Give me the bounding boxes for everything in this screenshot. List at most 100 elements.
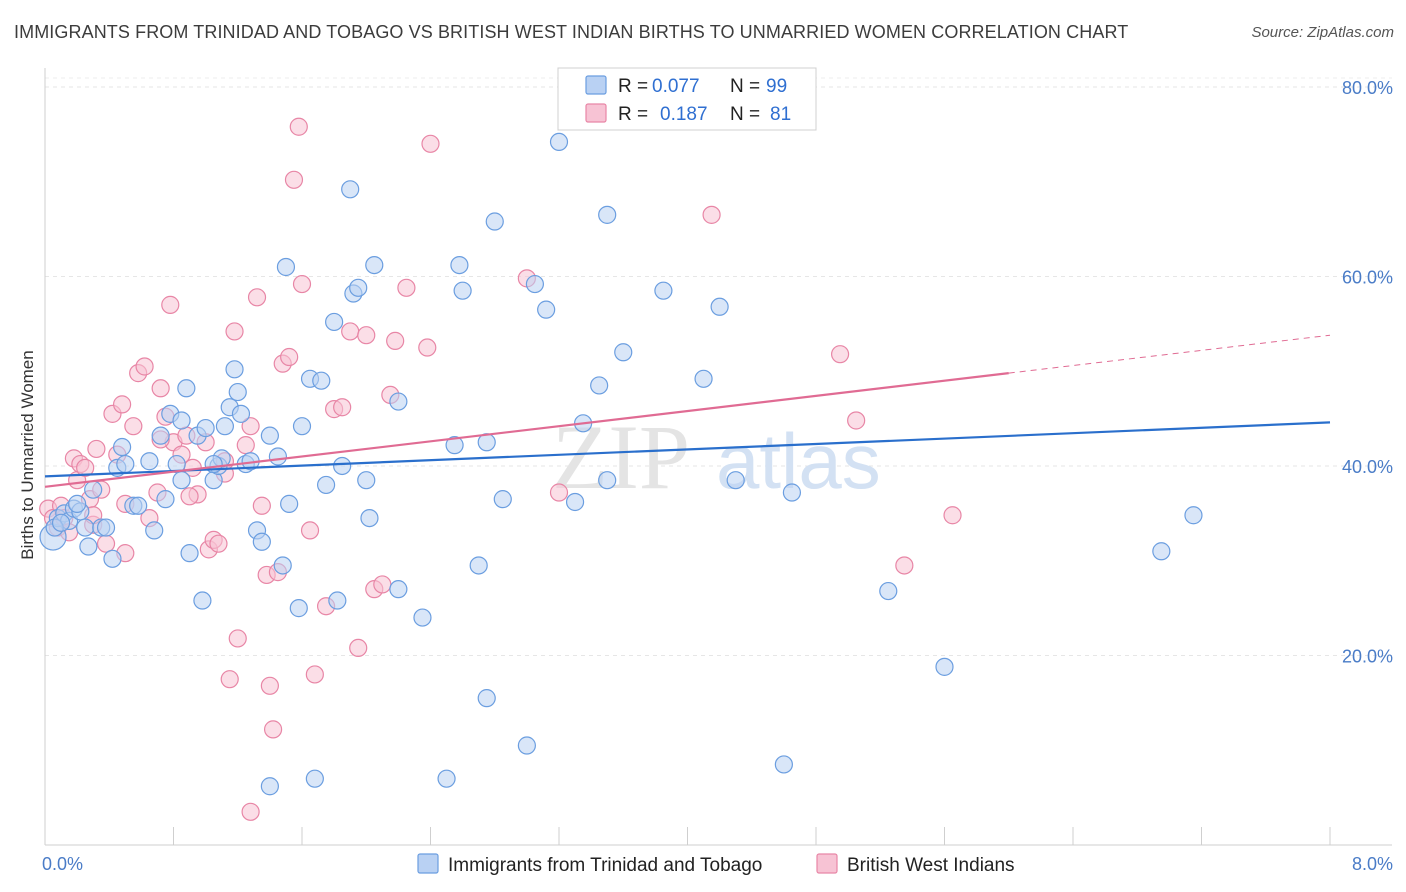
blue-point — [437, 769, 456, 788]
blue-point — [172, 411, 191, 430]
blue-point — [565, 492, 585, 512]
pink-point — [357, 326, 376, 345]
blue-point — [325, 312, 344, 332]
legend-r-value-1: 0.077 — [652, 76, 700, 97]
blue-point — [112, 437, 132, 457]
trend-line-bwi-extension — [1008, 334, 1331, 374]
top-legend: R = 0.077 N = 99 R = 0.187 N = 81 — [557, 67, 817, 131]
legend-swatch-pink — [585, 103, 607, 123]
pink-point — [260, 676, 279, 695]
bottom-legend-swatch-blue — [417, 853, 439, 874]
blue-point — [879, 581, 898, 601]
pink-point — [135, 357, 154, 376]
legend-n-value-2: 81 — [770, 104, 791, 125]
blue-point — [145, 521, 164, 540]
y-axis-label: Births to Unmarried Women — [18, 350, 37, 559]
blue-point — [328, 591, 347, 610]
blue-point — [525, 274, 545, 294]
pink-point — [225, 322, 244, 341]
pink-point — [263, 720, 283, 739]
bottom-legend: Immigrants from Trinidad and Tobago Brit… — [417, 853, 1015, 876]
trend-lines — [44, 334, 1331, 488]
blue-point — [84, 480, 103, 499]
pink-point — [341, 322, 360, 341]
pink-point — [220, 670, 239, 689]
y-tick-labels: 20.0% 40.0% 60.0% 80.0% — [1342, 78, 1393, 667]
blue-point — [341, 180, 360, 199]
x-tick-labels: 0.0% 8.0% — [42, 854, 1393, 874]
blue-point — [273, 556, 292, 575]
blue-point — [305, 769, 324, 788]
blue-point — [260, 777, 279, 796]
blue-point — [450, 255, 469, 275]
blue-point — [654, 281, 673, 300]
pink-point — [87, 439, 106, 459]
blue-point — [445, 436, 464, 455]
pink-point — [124, 417, 143, 436]
blue-point — [357, 471, 376, 490]
blue-point — [598, 205, 617, 224]
pink-point — [943, 506, 962, 525]
blue-point — [453, 281, 472, 300]
blue-point — [116, 454, 135, 474]
pink-point — [151, 379, 170, 398]
pink-point — [284, 170, 304, 189]
pink-point — [895, 556, 914, 575]
blue-point — [614, 343, 633, 362]
blue-point — [193, 591, 212, 610]
pink-point — [386, 331, 405, 350]
pink-point — [300, 521, 320, 540]
blue-point — [469, 556, 488, 575]
blue-point — [316, 475, 336, 495]
blue-point — [389, 392, 408, 411]
chart-title: IMMIGRANTS FROM TRINIDAD AND TOBAGO VS B… — [14, 22, 1129, 42]
blue-point — [103, 549, 122, 568]
pink-point — [418, 338, 437, 357]
pink-point — [241, 802, 260, 821]
blue-point — [477, 689, 496, 708]
pink-point — [702, 205, 721, 224]
legend-n-label-2: N = — [730, 104, 760, 125]
source-label: Source: ZipAtlas.com — [1251, 24, 1394, 41]
blue-point — [782, 483, 802, 502]
pink-point — [241, 417, 260, 436]
legend-r-label-1: R = — [618, 76, 648, 97]
blue-point — [260, 426, 279, 445]
legend-n-label-1: N = — [730, 76, 760, 97]
blue-point — [196, 418, 215, 438]
pink-point — [305, 665, 324, 684]
blue-point — [493, 490, 512, 509]
pink-point — [209, 534, 228, 553]
pink-point — [280, 347, 299, 367]
blue-point — [413, 608, 432, 627]
blue-point — [312, 371, 331, 390]
blue-point — [280, 494, 299, 513]
pink-point — [247, 288, 267, 307]
blue-point — [228, 382, 247, 402]
blue-point — [389, 580, 408, 599]
pink-point — [161, 295, 180, 314]
blue-point — [517, 736, 536, 755]
pink-point — [292, 274, 312, 294]
blue-point — [590, 376, 609, 395]
pink-point — [397, 278, 416, 297]
y-tick-label-80: 80.0% — [1342, 78, 1393, 98]
blue-point — [935, 657, 954, 676]
blue-point — [694, 369, 713, 388]
blue-point — [1184, 506, 1203, 525]
bottom-legend-label-1: Immigrants from Trinidad and Tobago — [448, 855, 762, 876]
blue-point — [485, 212, 504, 231]
pink-point — [349, 638, 368, 658]
pink-point — [236, 436, 255, 455]
y-tick-label-60: 60.0% — [1342, 267, 1393, 287]
blue-point — [225, 360, 244, 379]
pink-point — [180, 487, 199, 506]
series-trinidad-points — [39, 132, 1203, 796]
legend-swatch-blue — [585, 75, 607, 95]
blue-point — [726, 471, 745, 490]
bottom-legend-label-2: British West Indians — [847, 855, 1015, 876]
blue-point — [79, 537, 98, 556]
blue-point — [140, 452, 159, 471]
blue-point — [537, 300, 556, 319]
